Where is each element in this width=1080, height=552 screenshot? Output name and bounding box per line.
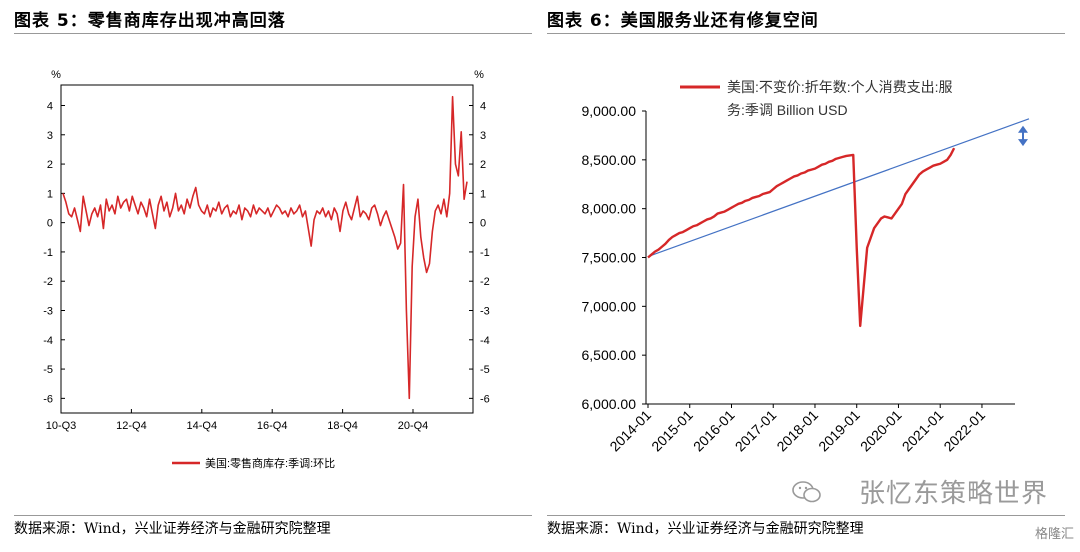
left-ytick-label: -2 (43, 276, 53, 288)
left-xtick-label: 16-Q4 (257, 420, 288, 432)
left-series-line (62, 95, 468, 400)
right-series-line (647, 147, 956, 328)
right-ytick-label: 7,000.00 (582, 298, 637, 314)
right-ytick-label: 7,500.00 (582, 250, 637, 266)
right-ytick-label: 8,000.00 (582, 201, 637, 217)
left-ytick-label-right: 1 (480, 188, 486, 200)
left-legend-label: 美国:零售商库存:季调:环比 (205, 456, 335, 470)
left-source-rule (14, 515, 532, 516)
right-chart: 9,000.00 8,500.00 8,000.00 7,500.00 7,000.00… (582, 79, 1030, 455)
left-y-unit-right: % (474, 69, 484, 81)
right-ytick-label: 6,000.00 (582, 396, 637, 412)
left-ytick-label-right: -5 (480, 364, 490, 376)
left-ytick-label: 2 (47, 159, 53, 171)
right-trend-line (647, 118, 1030, 258)
left-ytick-label: 3 (47, 130, 53, 142)
right-xtick-label: 2020-01 (857, 407, 905, 455)
left-y-unit-left: % (51, 69, 61, 81)
right-xtick-label: 2014-01 (606, 407, 654, 455)
right-xtick-label: 2018-01 (773, 407, 821, 455)
right-ytick-label: 8,500.00 (582, 152, 637, 168)
right-source-rule (547, 515, 1065, 516)
left-ytick-label: -6 (43, 393, 53, 405)
left-ytick-label: -1 (43, 247, 53, 259)
left-plot-frame (60, 84, 474, 414)
left-title-rule (14, 33, 532, 34)
right-legend-label-line1: 美国:不变价:折年数:个人消费支出:服 (727, 79, 953, 95)
left-figure: 图表 5：零售商库存出现冲高回落 %% 4 4 3 3 2 2 1 1 0 0 -1 -1 -2 -2 -3… (0, 0, 535, 552)
right-xtick-label: 2019-01 (815, 407, 863, 455)
wechat-icon (792, 481, 821, 503)
left-ytick-label-right: 2 (480, 159, 486, 171)
right-xtick-label: 2022-01 (940, 407, 988, 455)
right-title-rule (547, 33, 1065, 34)
left-ytick-label-right: 0 (480, 218, 486, 230)
left-ytick-label-right: -2 (480, 276, 490, 288)
left-chart: %% 4 4 3 3 2 2 1 1 0 0 -1 -1 -2 -2 -3 -3 -4 -4 -5 -5 -6 -6 10-… (43, 69, 490, 470)
left-ytick-label: -3 (43, 306, 53, 318)
left-ytick-label-right: -6 (480, 393, 490, 405)
right-ytick-label: 6,500.00 (582, 347, 637, 363)
right-source-note: 数据来源：Wind，兴业证券经济与金融研究院整理 (547, 521, 864, 537)
left-source-note: 数据来源：Wind，兴业证券经济与金融研究院整理 (14, 521, 331, 537)
right-xtick-label: 2017-01 (732, 407, 780, 455)
left-xtick-label: 12-Q4 (116, 420, 147, 432)
left-xtick-label: 20-Q4 (398, 420, 429, 432)
right-legend-label-line2: 务:季调 Billion USD (727, 102, 848, 118)
left-ytick-label-right: 4 (480, 101, 486, 113)
left-xtick-label: 18-Q4 (327, 420, 358, 432)
left-xtick-label: 14-Q4 (187, 420, 218, 432)
left-ytick-label: 4 (47, 101, 53, 113)
left-ytick-label-right: -4 (480, 335, 490, 347)
right-figure: 图表 6：美国服务业还有修复空间 9,000.00 8,500.00 8,000.0… (545, 0, 1080, 552)
right-xtick-label: 2015-01 (648, 407, 696, 455)
watermark-text: 张忆东策略世界 (858, 479, 1048, 509)
left-ytick-label-right: 3 (480, 130, 486, 142)
right-ytick-label: 9,000.00 (582, 103, 637, 119)
left-ytick-label-right: -3 (480, 306, 490, 318)
left-ytick-label: -5 (43, 364, 53, 376)
left-ytick-label: 1 (47, 188, 53, 200)
left-xtick-label: 10-Q3 (46, 420, 77, 432)
left-ytick-label-right: -1 (480, 247, 490, 259)
left-ytick-label: -4 (43, 335, 53, 347)
right-xtick-label: 2016-01 (690, 407, 738, 455)
left-ytick-label: 0 (47, 218, 53, 230)
right-xtick-label: 2021-01 (899, 407, 947, 455)
left-figure-title: 图表 5：零售商库存出现冲高回落 (14, 11, 286, 31)
right-gap-arrow-down (1018, 139, 1028, 147)
corner-logo: 格隆汇 (1034, 527, 1074, 542)
right-figure-title: 图表 6：美国服务业还有修复空间 (547, 11, 819, 31)
right-gap-arrow-up (1018, 125, 1028, 133)
